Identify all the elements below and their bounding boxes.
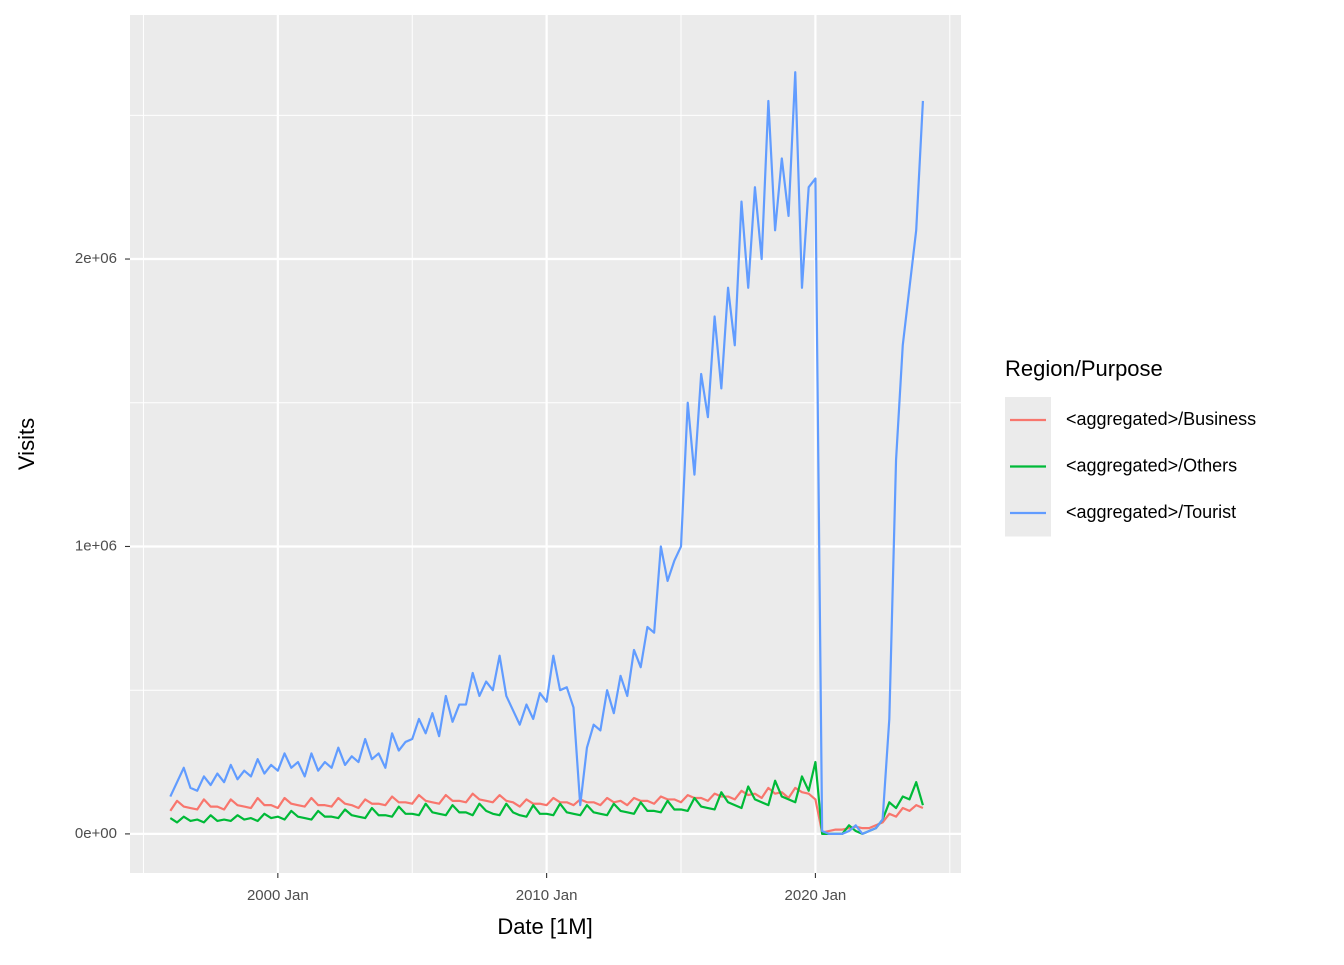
- legend-label: <aggregated>/Business: [1066, 409, 1256, 429]
- y-tick-label: 0e+00: [75, 825, 117, 842]
- y-axis-label: Visits: [14, 418, 39, 470]
- panel: [130, 15, 961, 873]
- legend-label: <aggregated>/Tourist: [1066, 502, 1236, 522]
- series-line: [169, 760, 924, 836]
- x-tick-label: 2000 Jan: [247, 887, 309, 904]
- y-tick-label: 2e+06: [75, 250, 117, 267]
- y-tick-label: 1e+06: [75, 537, 117, 554]
- x-tick-label: 2010 Jan: [516, 887, 578, 904]
- x-axis-label: Date [1M]: [497, 914, 592, 939]
- legend-label: <aggregated>/Others: [1066, 455, 1237, 475]
- legend-title: Region/Purpose: [1005, 356, 1163, 381]
- series-line: [169, 71, 925, 836]
- x-tick-label: 2020 Jan: [785, 887, 847, 904]
